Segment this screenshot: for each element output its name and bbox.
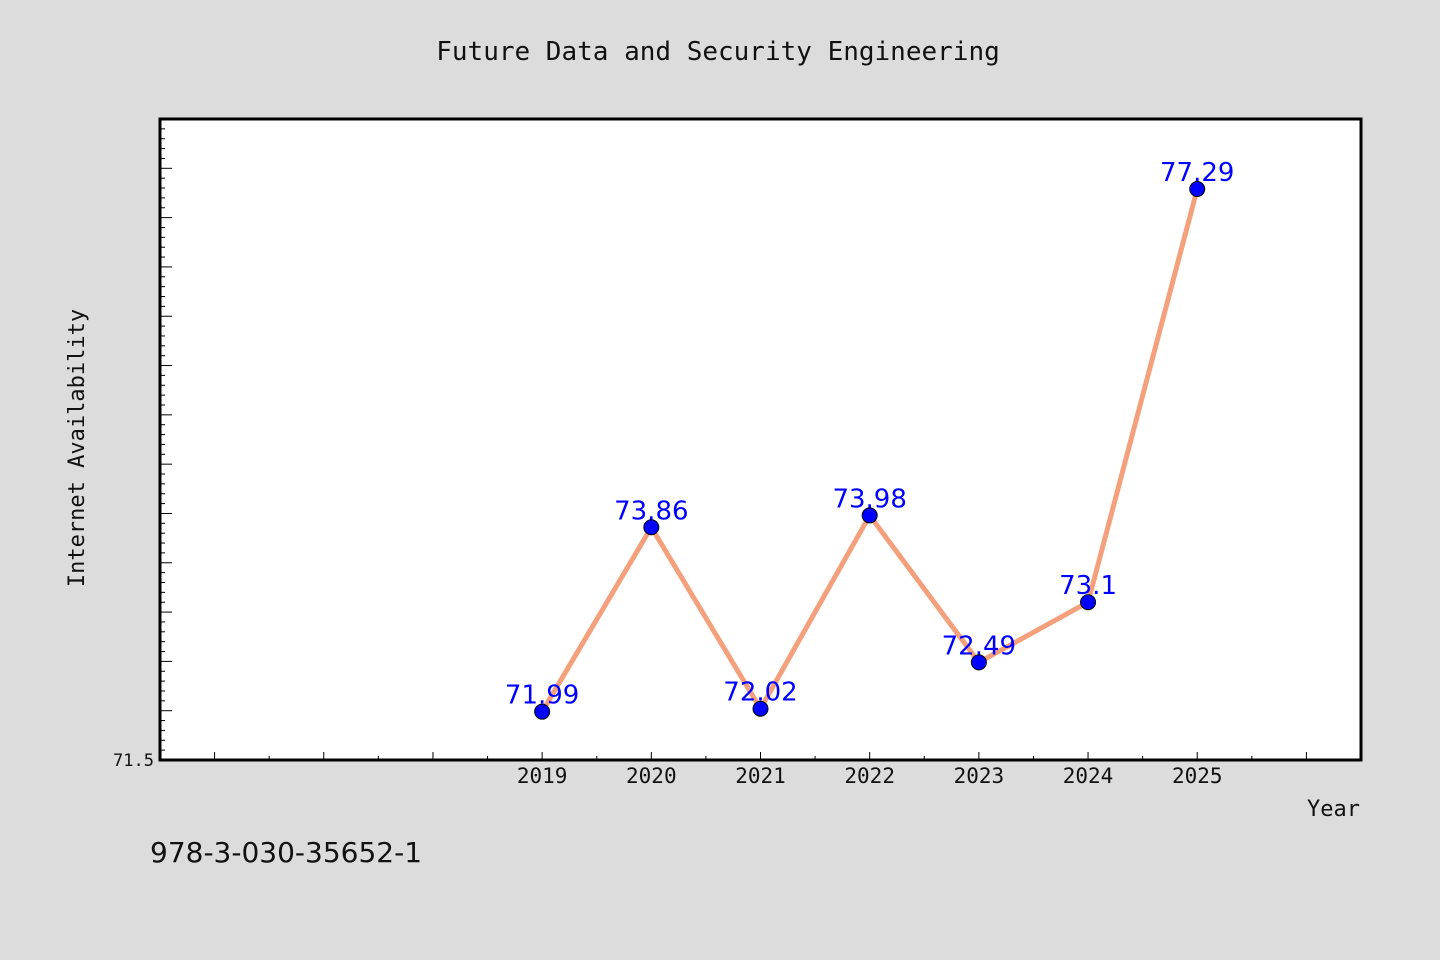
series-internet-availability: 71.99 73.86 72.02 73.98 72.49 73.1 77.29 xyxy=(505,158,1234,720)
data-point-2024 xyxy=(1080,594,1097,611)
isbn-text: 978-3-030-35652-1 xyxy=(150,836,422,869)
x-axis: 2019 2020 2021 2022 2023 2024 2025 xyxy=(159,752,1362,788)
data-label-2021: 72.02 xyxy=(723,678,797,708)
x-tick-label-2021: 2021 xyxy=(735,764,786,788)
data-label-2022: 73.98 xyxy=(832,484,906,514)
x-tick-label-2025: 2025 xyxy=(1172,764,1223,788)
x-tick-label-2020: 2020 xyxy=(626,764,677,788)
x-tick-label-2024: 2024 xyxy=(1063,764,1114,788)
chart-title: Future Data and Security Engineering xyxy=(436,37,1000,67)
data-point-2021 xyxy=(752,700,769,717)
data-point-2023 xyxy=(970,654,987,671)
y-axis-label: Internet Availability xyxy=(65,309,90,587)
data-label-2020: 73.86 xyxy=(614,496,688,526)
x-axis-label: Year xyxy=(1307,797,1360,822)
data-label-2024: 73.1 xyxy=(1059,571,1117,601)
data-label-2023: 72.49 xyxy=(942,631,1016,661)
x-tick-label-2019: 2019 xyxy=(517,764,568,788)
y-axis: 71.5 xyxy=(113,118,172,771)
plot-area xyxy=(158,117,1363,762)
data-label-2019: 71.99 xyxy=(505,681,579,711)
data-point-2020 xyxy=(643,519,660,536)
data-label-2025: 77.29 xyxy=(1160,158,1234,188)
data-point-2025 xyxy=(1189,181,1206,198)
y-tick-label: 71.5 xyxy=(113,751,154,771)
x-tick-label-2023: 2023 xyxy=(954,764,1005,788)
data-point-2019 xyxy=(534,703,551,720)
data-point-2022 xyxy=(861,507,878,524)
x-tick-label-2022: 2022 xyxy=(844,764,895,788)
